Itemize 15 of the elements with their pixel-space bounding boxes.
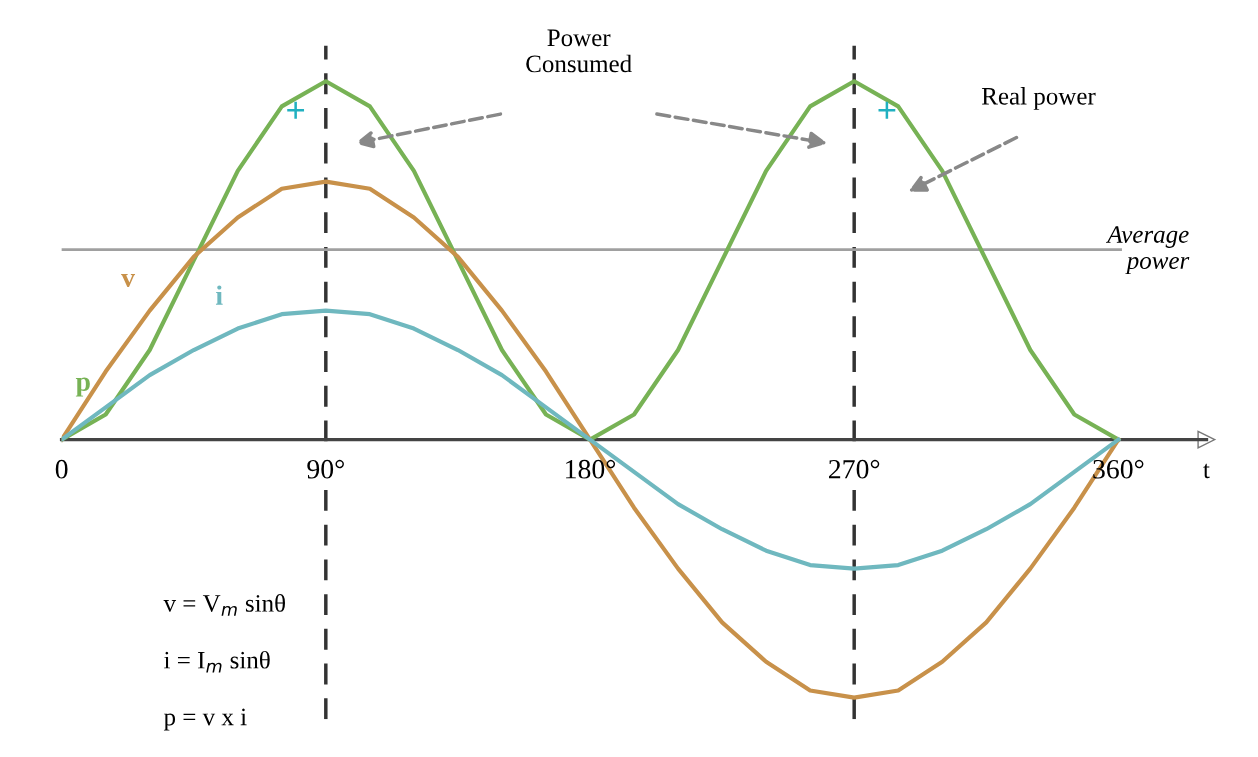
annotation: Real power (981, 87, 1096, 110)
series-label: p (75, 377, 90, 397)
x-tick-label: 90° (307, 459, 344, 479)
x-tick-label: 0 (55, 459, 68, 479)
ref-line-label: Average power (1105, 226, 1190, 275)
x-tick-label: 270° (829, 459, 880, 479)
annotation: v = V$_{m}$ sinθ (163, 594, 285, 616)
annotation: + (287, 101, 305, 119)
x-axis-title: t (1203, 463, 1210, 479)
annotation: + (878, 101, 896, 119)
text: p = v x i (163, 708, 247, 731)
text: Power Consumed (526, 29, 632, 73)
series-label: v (121, 274, 136, 288)
annotation: i = I$_{m}$ sinθ (164, 650, 270, 673)
series-label: i (215, 285, 223, 305)
